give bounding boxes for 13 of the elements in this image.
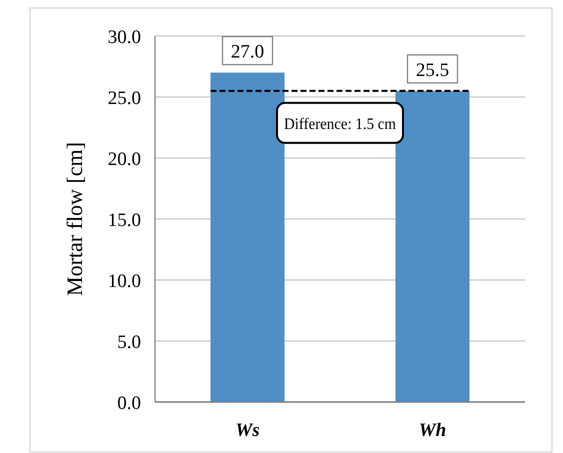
y-tick-label: 20.0 bbox=[108, 149, 141, 170]
y-tick-label: 30.0 bbox=[108, 27, 141, 48]
y-axis-title: Mortar flow [cm] bbox=[62, 142, 87, 296]
x-tick-label: Ws bbox=[235, 420, 260, 441]
y-tick-label: 15.0 bbox=[108, 210, 141, 231]
data-label: 27.0 bbox=[230, 42, 264, 63]
y-tick-label: 0.0 bbox=[117, 393, 141, 414]
y-tick-label: 5.0 bbox=[117, 332, 141, 353]
annotation: Difference: 1.5 cm bbox=[284, 116, 404, 133]
data-label: 25.5 bbox=[416, 60, 450, 81]
y-tick-label: 10.0 bbox=[108, 271, 141, 292]
y-tick-label: 25.0 bbox=[108, 88, 141, 109]
x-tick-label: Wh bbox=[418, 420, 446, 441]
